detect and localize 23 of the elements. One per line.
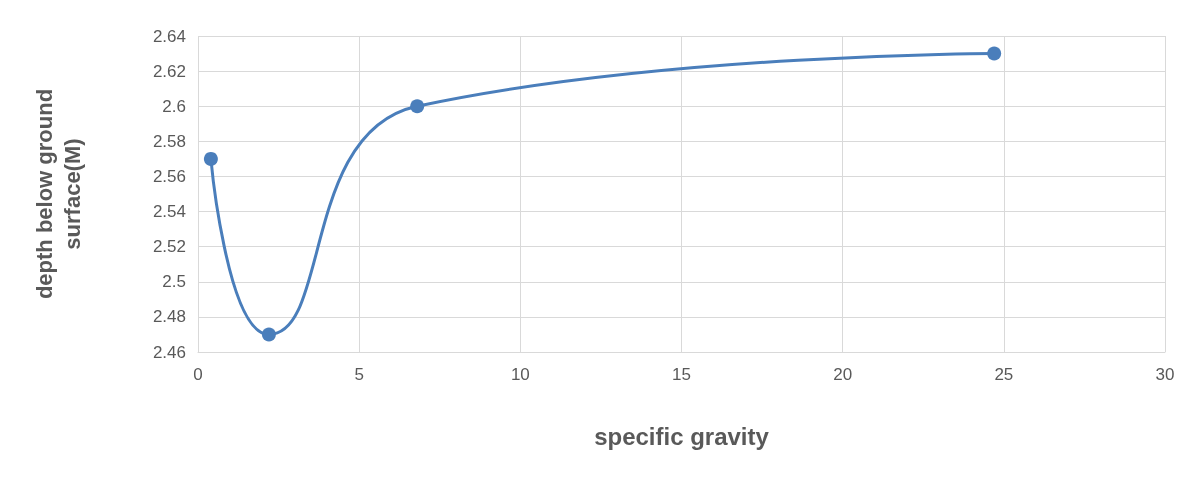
y-tick-label: 2.54 <box>152 202 186 222</box>
y-tick-label: 2.56 <box>152 166 186 186</box>
y-tick-label: 2.46 <box>152 342 186 362</box>
y-tick-label: 2.58 <box>152 131 186 151</box>
y-tick-label: 2.6 <box>162 96 186 116</box>
point <box>203 151 218 166</box>
x-tick-label: 15 <box>672 365 691 384</box>
point <box>987 46 1002 61</box>
x-tick-label: 10 <box>510 365 530 384</box>
y-tick-label: 2.48 <box>152 307 186 327</box>
y-axis-title: depth below ground surface(M) <box>31 88 85 300</box>
x-tick-label: 0 <box>193 365 203 384</box>
point <box>261 327 276 342</box>
y-tick-label: 2.5 <box>162 272 186 292</box>
y-tick-label: 2.64 <box>152 26 186 46</box>
point <box>410 99 425 114</box>
x-tick-label: 5 <box>354 365 364 384</box>
x-tick-label: 25 <box>994 365 1014 384</box>
y-tick-label: 2.62 <box>152 61 186 81</box>
x-axis-title: specific gravity <box>594 422 770 450</box>
x-tick-label: 30 <box>1155 365 1175 384</box>
x-tick-label: 20 <box>833 365 853 384</box>
y-tick-label: 2.52 <box>152 237 186 257</box>
